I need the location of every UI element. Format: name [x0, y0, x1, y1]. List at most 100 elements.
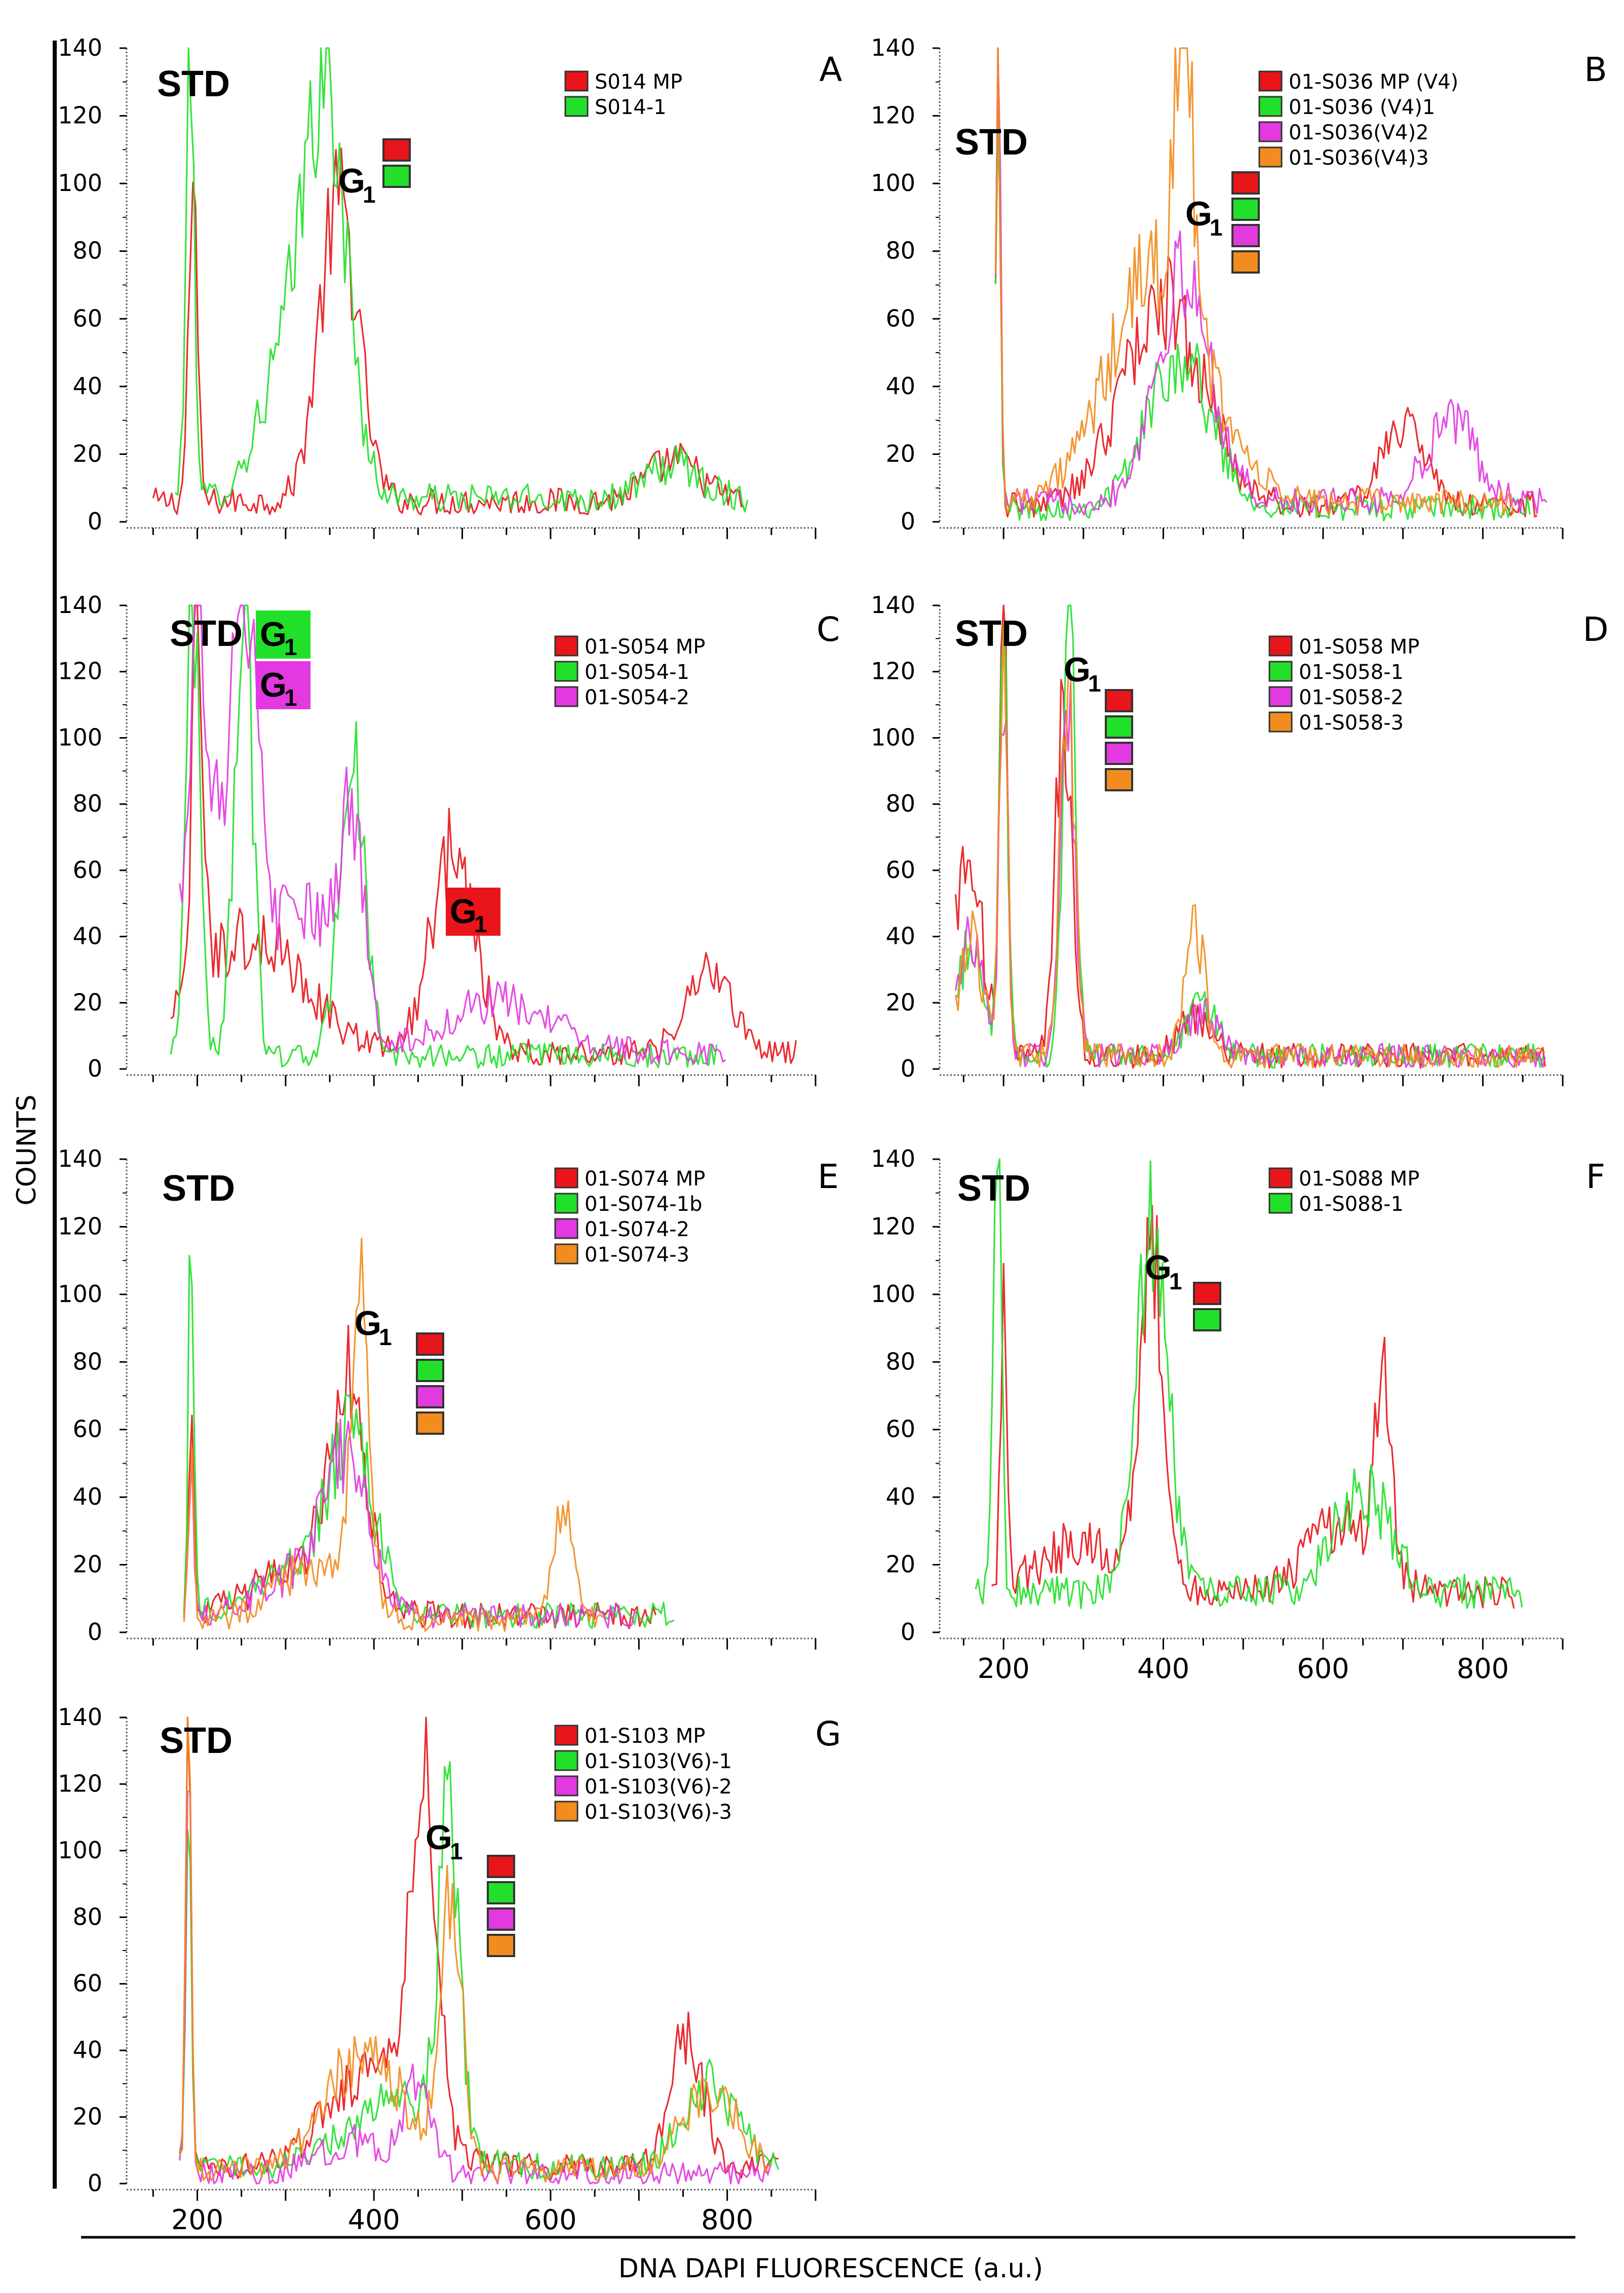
legend-label: 01-S074-3: [585, 1243, 689, 1267]
y-tick-label: 20: [72, 440, 102, 467]
g1-box-subscript: 1: [284, 634, 297, 660]
y-tick-label: 140: [58, 1145, 102, 1172]
g1-swatch: [1231, 250, 1260, 274]
std-label: STD: [170, 614, 243, 654]
std-label: STD: [157, 64, 230, 104]
std-label: STD: [955, 122, 1028, 163]
x-tick-label: 600: [1297, 1653, 1349, 1685]
legend-swatch: [1268, 686, 1293, 707]
y-tick-label: 0: [901, 1618, 915, 1646]
g1-subscript: 1: [450, 1838, 463, 1864]
panel-letter: D: [1583, 610, 1609, 649]
y-tick-label: 120: [58, 658, 102, 685]
legend-label: 01-S103 MP: [585, 1725, 705, 1748]
legend-swatch: [554, 1243, 578, 1265]
x-tick-label: 400: [1137, 1653, 1189, 1685]
legend-label: 01-S074-2: [585, 1218, 689, 1241]
y-tick-label: 120: [871, 658, 915, 685]
y-tick-label: 0: [88, 2169, 102, 2197]
y-tick-label: 60: [72, 856, 102, 884]
legend-swatch: [1268, 1167, 1293, 1189]
g1-label: G: [1145, 1248, 1172, 1287]
legend-label: 01-S088 MP: [1299, 1167, 1419, 1191]
std-label: STD: [160, 1721, 233, 1761]
y-tick-label: 140: [58, 34, 102, 61]
g1-box-subscript: 1: [284, 684, 297, 711]
legend-label: 01-S058-2: [1299, 686, 1404, 709]
g1-subscript: 1: [1088, 670, 1101, 697]
series-line-mp: [994, 47, 1537, 518]
legend-swatch: [1268, 635, 1293, 657]
g1-swatch: [382, 165, 411, 188]
panel-g: 0 20 40 60 80 100 120 140 200 400 600 800 01-S103 MP…: [58, 1703, 841, 2236]
panel-letter: E: [818, 1157, 839, 1196]
g1-swatch: [1231, 198, 1260, 221]
legend-label: 01-S036 (V4)1: [1289, 96, 1435, 119]
y-tick-label: 100: [58, 723, 102, 751]
g1-box-label: G: [260, 615, 287, 654]
g1-swatch: [416, 1411, 444, 1435]
legend-label: 01-S074-1b: [585, 1193, 702, 1216]
panel-letter: B: [1584, 50, 1607, 89]
g1-swatch: [1231, 171, 1260, 195]
g1-label: G: [1185, 195, 1212, 233]
y-tick-label: 120: [58, 1212, 102, 1240]
y-tick-label: 120: [871, 1212, 915, 1240]
y-tick-label: 60: [72, 304, 102, 332]
g1-swatch: [1231, 224, 1260, 247]
y-tick-label: 80: [885, 790, 915, 817]
y-tick-label: 20: [885, 988, 915, 1016]
series-line-1: [955, 604, 1546, 1069]
g1-box-subscript: 1: [474, 911, 487, 937]
std-label: STD: [957, 1168, 1030, 1209]
y-tick-label: 0: [88, 1055, 102, 1082]
y-tick-label: 100: [58, 169, 102, 197]
y-axis-title: COUNTS: [12, 1095, 42, 1206]
legend-label: S014-1: [595, 96, 667, 119]
x-tick-label: 800: [701, 2204, 753, 2236]
legend-label: 01-S103(V6)-1: [585, 1750, 732, 1773]
legend-label: 01-S058-1: [1299, 661, 1404, 684]
y-tick-label: 140: [58, 1703, 102, 1731]
g1-label: G: [426, 1818, 452, 1857]
legend-label: 01-S036 MP (V4): [1289, 70, 1458, 94]
legend-swatch: [1258, 70, 1283, 92]
legend-label: 01-S054-1: [585, 661, 689, 684]
series-line-1: [975, 1158, 1523, 1610]
panel-c: 0 20 40 60 80 100 120 140 01-S054 MP01-S054-101-…: [58, 591, 840, 1086]
g1-swatch: [487, 1881, 515, 1904]
y-tick-label: 0: [88, 1618, 102, 1646]
series-line-3: [994, 47, 1514, 516]
legend-swatch: [554, 1750, 578, 1771]
g1-swatch: [416, 1359, 444, 1382]
series-line-3: [183, 1238, 603, 1632]
g1-swatch: [1105, 689, 1133, 712]
y-tick-label: 100: [871, 169, 915, 197]
g1-swatch: [487, 1855, 515, 1878]
legend-label: S014 MP: [595, 70, 682, 94]
y-tick-label: 20: [72, 988, 102, 1016]
legend-swatch: [1258, 96, 1283, 117]
legend-swatch: [554, 686, 578, 707]
g1-box-label: G: [260, 666, 287, 704]
std-label: STD: [955, 614, 1028, 654]
y-tick-label: 60: [885, 856, 915, 884]
g1-swatch: [1105, 742, 1133, 765]
x-axis-title: DNA DAPI FLUORESCENCE (a.u.): [618, 2253, 1043, 2284]
y-tick-label: 80: [72, 237, 102, 264]
legend-label: 01-S103(V6)-2: [585, 1775, 732, 1799]
y-tick-label: 0: [88, 508, 102, 535]
series-line-3: [954, 623, 1545, 1069]
g1-box: [446, 888, 500, 936]
y-tick-label: 80: [885, 237, 915, 264]
x-tick-label: 400: [348, 2204, 400, 2236]
y-tick-label: 80: [72, 790, 102, 817]
legend-swatch: [554, 1193, 578, 1214]
panel-letter: F: [1586, 1157, 1605, 1196]
g1-box: [256, 661, 311, 709]
legend-swatch: [564, 70, 589, 92]
y-tick-label: 60: [72, 1970, 102, 1997]
g1-subscript: 1: [379, 1324, 392, 1350]
series-line-1: [170, 604, 718, 1069]
